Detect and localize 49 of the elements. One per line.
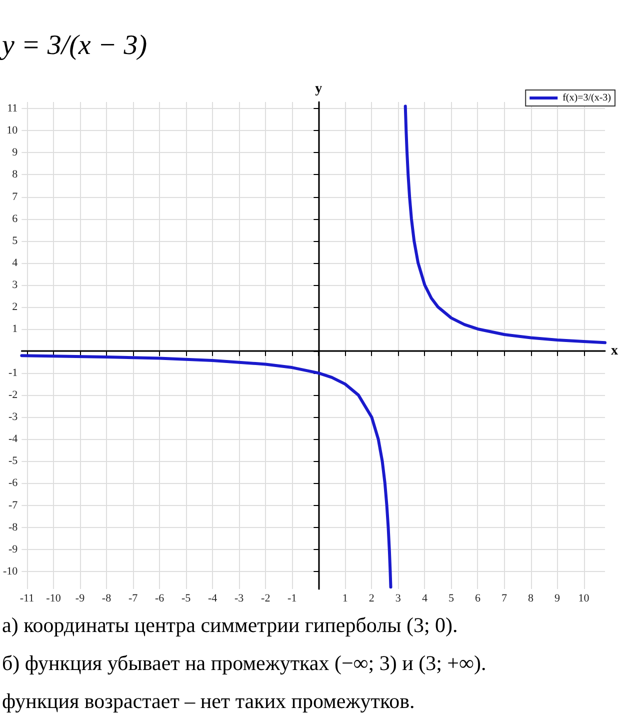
x-tick-label: 10 xyxy=(578,592,590,604)
y-tick-label: -4 xyxy=(8,433,18,446)
x-tick-label: 3 xyxy=(395,592,402,604)
y-tick-label: 9 xyxy=(12,146,18,159)
text: б) функция убывает на промежутках (−∞; 3) и (3; +∞). xyxy=(2,650,486,677)
x-tick-label: -7 xyxy=(128,592,138,604)
y-tick-label: 2 xyxy=(12,300,18,313)
x-tick-label: -2 xyxy=(261,592,270,604)
x-axis-title: x xyxy=(611,344,618,359)
x-tick-label: 7 xyxy=(501,592,508,604)
y-tick-label: -3 xyxy=(8,411,18,424)
x-tick-label: -4 xyxy=(208,592,218,604)
x-tick-label: -5 xyxy=(181,592,192,604)
text: а) координаты центра симметрии гиперболы (3; 0). xyxy=(2,612,459,639)
legend-label: f(x)=3/(x-3) xyxy=(562,92,612,104)
y-tick-label: 8 xyxy=(12,168,18,181)
y-tick-label: -1 xyxy=(8,367,18,380)
y-tick-label: 4 xyxy=(12,256,18,269)
x-tick-label: -3 xyxy=(234,592,244,604)
y-tick-label: 7 xyxy=(12,190,18,203)
y-tick-label: -2 xyxy=(8,389,18,402)
y-tick-label: 3 xyxy=(12,278,18,291)
y-tick-label: -9 xyxy=(8,543,18,556)
x-tick-label: 9 xyxy=(554,592,561,604)
x-tick-label: 1 xyxy=(342,592,348,604)
x-tick-label: 5 xyxy=(448,592,454,604)
y-tick-label: -8 xyxy=(8,521,18,534)
x-tick-label: 2 xyxy=(368,592,374,604)
x-tick-label: 6 xyxy=(474,592,481,604)
x-tick-label: -6 xyxy=(154,592,165,604)
y-tick-label: 1 xyxy=(12,322,18,335)
chart-title: y = 3/(x − 3) xyxy=(2,30,148,62)
x-tick-label: -11 xyxy=(20,592,34,604)
text: функция возрастает – нет таких промежутков. xyxy=(2,688,416,715)
y-tick-label: 6 xyxy=(12,212,18,225)
y-tick-label: -7 xyxy=(8,499,18,512)
x-tick-label: 4 xyxy=(422,592,428,604)
x-tick-label: -1 xyxy=(288,592,297,604)
y-axis-title: y xyxy=(315,82,322,96)
y-tick-label: -6 xyxy=(8,477,18,490)
y-tick-label: -5 xyxy=(8,455,18,468)
y-tick-label: 5 xyxy=(12,234,18,247)
x-tick-label: -9 xyxy=(75,592,86,604)
x-tick-label: 8 xyxy=(528,592,534,604)
x-tick-label: -10 xyxy=(46,592,62,604)
y-tick-label: 11 xyxy=(7,102,18,115)
y-tick-label: 10 xyxy=(6,124,18,137)
x-tick-label: -8 xyxy=(102,592,112,604)
y-tick-label: -10 xyxy=(2,565,18,578)
